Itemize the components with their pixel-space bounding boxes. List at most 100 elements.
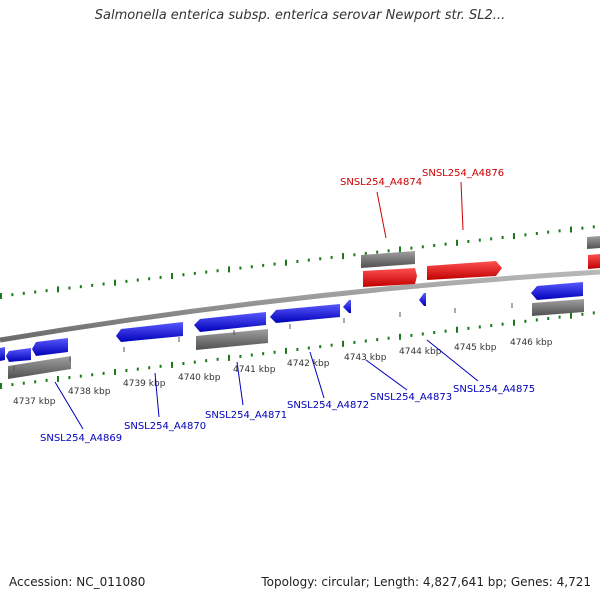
gc-tick [148,366,151,370]
gc-tick [205,270,208,274]
gc-tick [342,253,344,260]
gene-label-leader [376,191,387,239]
reverse-genes[interactable] [0,282,583,362]
gc-tick [501,322,504,326]
gc-tick [273,262,276,266]
gc-tick [410,333,413,337]
kbp-tick-label: 4740 kbp [178,373,221,383]
gc-skew-track-outer [0,225,595,299]
gene-label: SNSL254_A4871 [205,410,287,421]
rna-feature [532,299,584,316]
gc-tick [193,271,196,275]
gc-tick [79,374,82,378]
kbp-tick-label: 4741 kbp [233,365,276,375]
map-title: Salmonella enterica subsp. enterica sero… [94,8,506,23]
gc-tick [433,243,436,247]
gc-tick [399,333,401,340]
gc-tick [193,360,196,364]
kbp-tick-label: 4737 kbp [13,397,56,407]
kbp-tick-label: 4745 kbp [454,343,497,353]
gc-tick [205,359,208,363]
gc-tick [34,380,37,384]
gene-label-leader [236,361,244,406]
kbp-tick-label: 4746 kbp [510,338,553,348]
gc-tick [376,338,379,342]
gc-tick [250,353,253,357]
gene-reverse-right [531,282,583,300]
gene-SNSL254_A4874 [363,268,417,287]
kbp-axis: 4737 kbp 4738 kbp 4739 kbp 4740 kbp 4741 kbp… [13,303,553,407]
gc-tick [239,354,242,358]
gene-label: SNSL254_A4875 [453,384,535,395]
gc-tick [228,266,230,273]
gc-tick [558,229,561,233]
gc-tick [159,275,162,279]
gc-tick [364,339,367,343]
kbp-tick-label: 4743 kbp [344,353,387,363]
gene-SNSL254_A4869 [32,338,68,356]
gene-label-leader [154,372,160,418]
kbp-tick-label: 4739 kbp [123,379,166,389]
gc-tick [558,315,561,319]
gc-tick [547,317,550,321]
gc-tick [592,311,595,315]
gc-tick [250,265,253,269]
gc-tick [91,283,94,287]
gc-tick [171,273,173,280]
gene-SNSL254_A4875 [419,293,426,306]
gc-tick [547,230,550,234]
gc-skew-track-inner [0,311,595,389]
gc-tick [125,369,128,373]
gc-tick [34,290,37,294]
gene-reverse-small [6,348,31,362]
gene-reverse-partial [0,347,5,361]
gene-label: SNSL254_A4874 [340,177,422,188]
gc-tick [114,368,116,375]
kbp-tick-label: 4738 kbp [68,387,111,397]
gc-tick [102,282,105,286]
gene-labels: SNSL254_A4874SNSL254_A4876SNSL254_A4869S… [40,168,535,444]
gc-tick [524,319,527,323]
gc-tick [285,259,287,266]
gc-tick [319,345,322,349]
forward-genes[interactable] [363,254,600,287]
gc-tick [307,346,310,350]
gc-tick [490,324,493,328]
gc-tick [22,381,25,385]
gc-tick [478,325,481,329]
gc-tick [68,376,71,380]
gene-forward-partial [588,254,600,269]
gc-tick [330,343,333,347]
gc-tick [330,255,333,259]
gc-tick [535,231,538,235]
gc-tick [182,362,185,366]
gc-tick [262,352,265,356]
gc-tick [11,383,14,387]
gene-label-leader [309,351,325,399]
gene-label: SNSL254_A4869 [40,433,122,444]
gc-tick [456,239,458,246]
genome-backbone [0,269,600,343]
kbp-tick-label: 4742 kbp [287,359,330,369]
gene-label: SNSL254_A4873 [370,392,452,403]
genome-summary-text: Topology: circular; Length: 4,827,641 bp… [261,575,591,589]
gene-SNSL254_A4870 [116,322,183,342]
gc-tick [376,250,379,254]
gc-tick [444,329,447,333]
gene-label-leader [460,181,464,231]
gc-tick [136,278,139,282]
gene-label-leader [365,359,408,391]
rna-features [8,236,600,379]
kbp-tick-label: 4744 kbp [399,347,442,357]
gc-tick [501,235,504,239]
gc-tick [387,249,390,253]
gc-tick [296,347,299,351]
gc-tick [22,291,25,295]
gc-tick [136,367,139,371]
gc-tick [57,286,59,293]
gc-tick [478,238,481,242]
gc-tick [125,279,128,283]
gc-tick [0,383,2,389]
gc-tick [296,259,299,263]
